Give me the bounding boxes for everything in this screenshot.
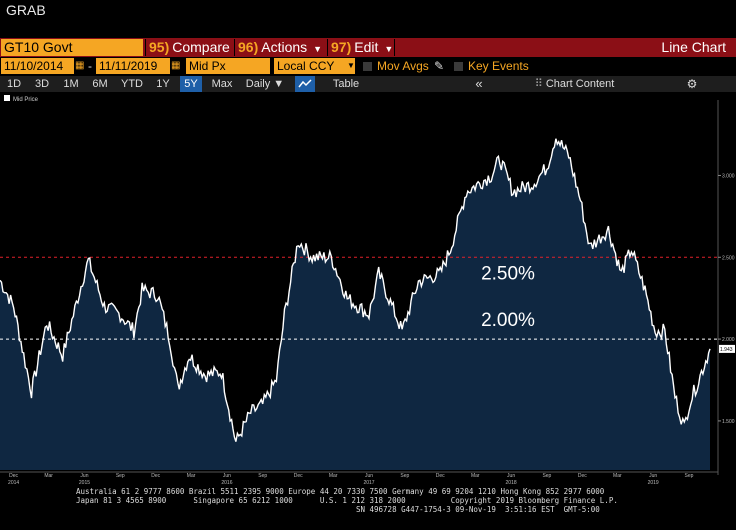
x-tick-label: Mar	[187, 473, 196, 479]
x-tick-label: Dec	[151, 473, 160, 479]
compare-menu[interactable]: 95) Compare	[149, 39, 230, 56]
x-tick-label: Mar	[44, 473, 53, 479]
x-tick-label: Jun	[365, 473, 373, 479]
chart-type-title: Line Chart	[661, 39, 726, 55]
line-chart-icon[interactable]	[295, 76, 315, 92]
period-1d[interactable]: 1D	[6, 78, 22, 90]
y-tick-label: 2.000	[722, 337, 735, 343]
edit-menu[interactable]: 97) Edit ▼	[331, 39, 393, 56]
x-year-label: 2017	[363, 480, 374, 485]
y-tick-label: 3.000	[722, 173, 735, 179]
mov-avgs-label: Mov Avgs	[377, 59, 429, 73]
drag-handle-icon: ⠿	[534, 78, 546, 90]
caret-down-icon: ▼	[384, 44, 394, 54]
mov-avgs-checkbox[interactable]	[363, 62, 372, 71]
frequency-label: Daily	[245, 78, 271, 90]
x-tick-label: Jun	[649, 473, 657, 479]
command-bar	[0, 38, 736, 57]
field-select[interactable]: Mid Px	[186, 58, 270, 74]
x-tick-label: Mar	[329, 473, 338, 479]
y-tick-label: 2.500	[722, 255, 735, 261]
end-date-input[interactable]: 11/11/2019	[96, 58, 170, 74]
frequency-select[interactable]: Daily ▼	[245, 78, 285, 90]
y-tick-label: 1.500	[722, 419, 735, 425]
collapse-left-icon[interactable]: «	[475, 76, 483, 91]
legend-label: Mid Price	[13, 97, 39, 103]
x-tick-label: Sep	[400, 473, 409, 479]
chevron-down-icon[interactable]: ▼	[346, 58, 355, 74]
footer-contacts: Australia 61 2 9777 8600 Brazil 5511 239…	[76, 487, 618, 514]
chart-content-label: Chart Content	[545, 78, 615, 90]
start-date-input[interactable]: 11/10/2014	[1, 58, 74, 74]
pencil-icon[interactable]: ✎	[434, 59, 445, 73]
x-tick-label: Jun	[80, 473, 88, 479]
period-1y[interactable]: 1Y	[156, 78, 170, 90]
legend-swatch	[4, 95, 10, 101]
x-year-label: 2016	[221, 480, 232, 485]
period-max[interactable]: Max	[211, 78, 233, 90]
x-tick-label: Sep	[685, 473, 694, 479]
footer-line: SN 496728 G447-1754-3 09-Nov-19 3:51:16 …	[76, 505, 600, 514]
last-value-label: 1.943	[720, 347, 733, 353]
ticker-field[interactable]: GT10 Govt	[1, 39, 143, 56]
divider	[327, 39, 328, 56]
x-tick-label: Sep	[116, 473, 125, 479]
x-tick-label: Dec	[9, 473, 18, 479]
menu-label: Actions	[261, 39, 308, 55]
divider	[394, 39, 395, 56]
date-separator: -	[88, 59, 92, 73]
x-year-label: 2018	[506, 480, 517, 485]
key-events-label: Key Events	[468, 59, 529, 73]
calendar-icon[interactable]: ▦	[75, 60, 85, 71]
menu-number: 96)	[238, 39, 259, 55]
gear-icon[interactable]: ⚙	[686, 77, 698, 91]
chart-content-button[interactable]: ⠿ Chart Content	[527, 76, 622, 92]
x-year-label: 2014	[8, 480, 19, 485]
key-events-checkbox[interactable]	[454, 62, 463, 71]
period-5y[interactable]: 5Y	[180, 76, 202, 92]
area-fill	[0, 138, 710, 470]
window-title: GRAB	[6, 2, 46, 18]
currency-select[interactable]: Local CCY	[274, 58, 346, 74]
x-tick-label: Dec	[436, 473, 445, 479]
x-tick-label: Sep	[258, 473, 267, 479]
footer-line: Australia 61 2 9777 8600 Brazil 5511 239…	[76, 487, 605, 496]
menu-number: 95)	[149, 39, 170, 55]
x-tick-label: Dec	[578, 473, 587, 479]
table-button[interactable]: Table	[332, 78, 360, 90]
menu-number: 97)	[331, 39, 352, 55]
divider	[234, 39, 235, 56]
period-1m[interactable]: 1M	[63, 78, 79, 90]
x-tick-label: Mar	[471, 473, 480, 479]
x-year-label: 2015	[79, 480, 90, 485]
x-year-label: 2019	[648, 480, 659, 485]
menu-label: Compare	[172, 39, 230, 55]
x-tick-label: Sep	[542, 473, 551, 479]
reference-label: 2.50%	[481, 263, 535, 284]
price-series-line	[0, 138, 711, 442]
footer-line: Japan 81 3 4565 8900 Singapore 65 6212 1…	[76, 496, 618, 505]
caret-down-icon: ▼	[313, 44, 323, 54]
period-6m[interactable]: 6M	[92, 78, 108, 90]
menu-label: Edit	[354, 39, 379, 55]
period-ytd[interactable]: YTD	[121, 78, 143, 90]
price-chart: Mid Price 2.50% 2.00% 3.000 2.500 2.000 1.500…	[0, 95, 735, 485]
calendar-icon[interactable]: ▦	[171, 60, 181, 71]
period-3d[interactable]: 3D	[34, 78, 50, 90]
x-tick-label: Jun	[223, 473, 231, 479]
x-tick-label: Dec	[294, 473, 303, 479]
actions-menu[interactable]: 96) Actions ▼	[238, 39, 322, 56]
x-tick-label: Jun	[507, 473, 515, 479]
reference-label: 2.00%	[481, 310, 535, 331]
x-tick-label: Mar	[613, 473, 622, 479]
divider	[145, 39, 146, 56]
last-value-tag	[719, 344, 735, 353]
